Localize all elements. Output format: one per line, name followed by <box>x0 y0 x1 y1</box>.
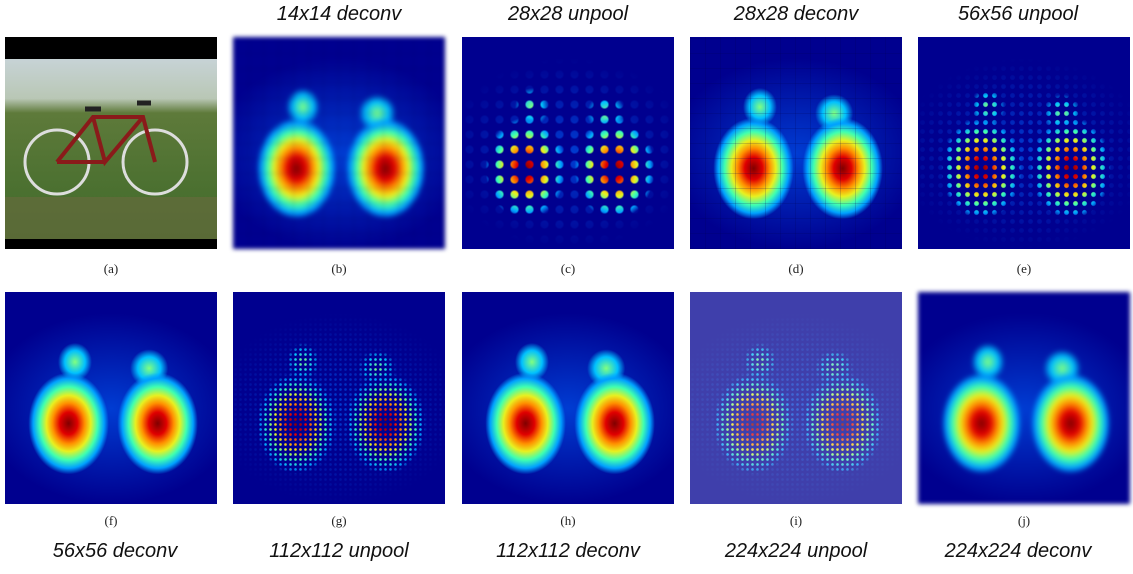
panel-label: 14x14 deconv <box>224 3 454 26</box>
photo <box>5 37 217 249</box>
heatmap <box>5 292 217 504</box>
heatmap <box>690 292 902 504</box>
figure: (a) (b) (c) (d) (e) (f) (g) (h) (i) (j) … <box>0 0 1133 574</box>
heatmap <box>462 292 674 504</box>
caption: (b) <box>233 261 445 277</box>
caption: (h) <box>462 513 674 529</box>
caption: (i) <box>690 513 902 529</box>
heatmap <box>233 37 445 249</box>
heatmap <box>918 37 1130 249</box>
panel-label: 56x56 deconv <box>0 540 230 563</box>
caption: (d) <box>690 261 902 277</box>
panel-label: 112x112 deconv <box>453 540 683 563</box>
panel-label: 56x56 unpool <box>903 3 1133 26</box>
heatmap <box>918 292 1130 504</box>
panel-label: 224x224 unpool <box>681 540 911 563</box>
panel-label: 28x28 deconv <box>681 3 911 26</box>
caption: (a) <box>5 261 217 277</box>
panel-label: 224x224 deconv <box>903 540 1133 563</box>
panel-label: 112x112 unpool <box>224 540 454 563</box>
panel-label: 28x28 unpool <box>453 3 683 26</box>
caption: (f) <box>5 513 217 529</box>
heatmap <box>462 37 674 249</box>
heatmap <box>690 37 902 249</box>
caption: (e) <box>918 261 1130 277</box>
caption: (g) <box>233 513 445 529</box>
heatmap <box>233 292 445 504</box>
caption: (c) <box>462 261 674 277</box>
caption: (j) <box>918 513 1130 529</box>
